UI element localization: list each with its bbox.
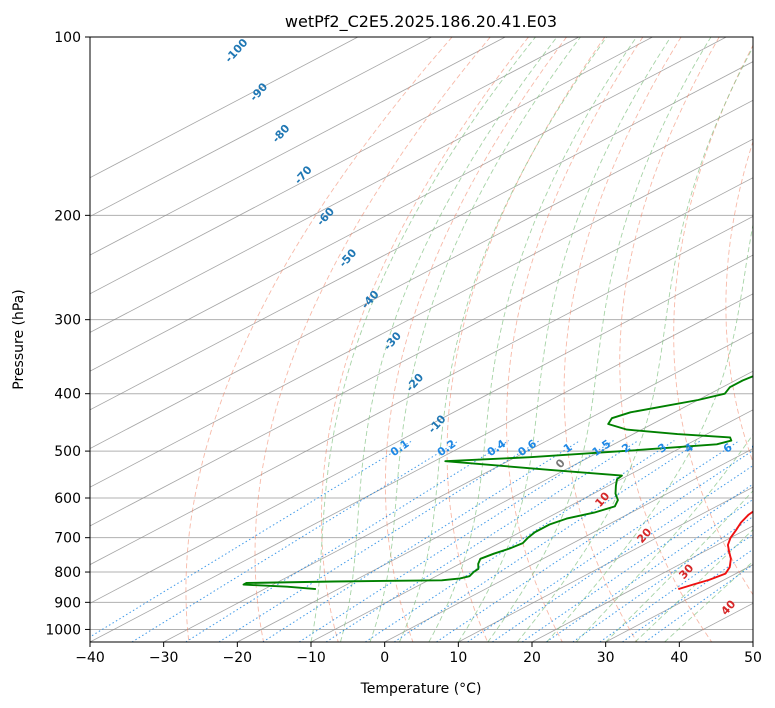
dry-adiabat-line (725, 140, 753, 464)
isotherm-line (237, 370, 753, 642)
pressure-gridlines (90, 37, 753, 630)
moist-adiabat-line (340, 37, 558, 642)
isotherm-line (531, 525, 753, 642)
dry-adiabat-line (185, 37, 453, 642)
moist-adiabat-line (546, 222, 753, 642)
isotherm-line (90, 37, 580, 295)
mixing-ratio-line (325, 440, 639, 642)
isotherm-line (90, 215, 753, 566)
x-tick-label: 40 (670, 650, 688, 666)
dry-adiabat-line (384, 37, 567, 642)
isotherm-line (384, 448, 753, 642)
y-tick-label: 400 (54, 387, 81, 403)
mixing-ratio-line (546, 498, 753, 642)
x-tick-label: −30 (149, 650, 179, 666)
y-axis-ticks: 100 200 300 400 500 600 700 800 900 1000 (45, 30, 90, 638)
mixing-ratio-line (262, 440, 581, 642)
isotherm-line (90, 37, 653, 333)
x-tick-label: 50 (744, 650, 762, 666)
x-tick-label: 0 (380, 650, 389, 666)
moist-adiabat-line (457, 37, 672, 642)
mixing-ratio-label: 8 (749, 441, 763, 456)
isotherm-line (90, 61, 753, 411)
y-tick-label: 500 (54, 444, 81, 460)
isotherm-line (90, 37, 506, 256)
dry-adiabat-line (506, 37, 644, 642)
mixing-ratio-line (90, 440, 413, 638)
dry-adiabat-line (619, 37, 720, 642)
mixing-ratio-line (393, 440, 702, 642)
y-axis-label: Pressure (hPa) (11, 289, 27, 389)
y-tick-label: 200 (54, 208, 81, 224)
dry-adiabat-line (563, 37, 682, 642)
x-axis-ticks: −40 −30 −20 −10 0 10 20 30 40 50 (75, 642, 762, 666)
mixing-ratio-line (218, 440, 540, 642)
temperature-profile-line (678, 510, 753, 591)
dewpoint-profile-line (242, 375, 753, 591)
dry-adiabat-line (321, 37, 529, 642)
mixing-ratio-line (436, 440, 740, 642)
isotherm-line (90, 99, 753, 449)
moist-adiabat-line (310, 37, 536, 642)
x-tick-label: 30 (597, 650, 615, 666)
moist-adiabat-line (575, 433, 753, 642)
moist-adiabat-line (369, 37, 581, 642)
isotherm-line (90, 254, 753, 604)
isotherm-line (90, 138, 753, 488)
x-tick-label: 20 (523, 650, 541, 666)
isotherm-lines (90, 37, 753, 642)
moist-adiabat-line (516, 46, 753, 642)
x-axis-label: Temperature (°C) (360, 681, 482, 697)
moist-adiabat-line (605, 490, 753, 642)
isotherm-line (90, 37, 359, 179)
isotherm-line (163, 332, 753, 642)
dry-adiabat-lines (185, 37, 753, 642)
x-tick-label: 10 (449, 650, 467, 666)
y-tick-label: 100 (54, 30, 81, 46)
moist-adiabat-lines (310, 37, 753, 642)
plot-frame (89, 36, 754, 643)
isotherm-line (90, 177, 753, 527)
isotherm-line (90, 37, 727, 372)
mixing-ratio-line (365, 440, 675, 642)
y-tick-label: 300 (54, 313, 81, 329)
sounding-profiles (242, 375, 753, 591)
moist-adiabat-line (487, 37, 712, 642)
mixing-ratio-line (644, 564, 753, 642)
y-tick-label: 900 (54, 595, 81, 611)
isotherm-line (90, 293, 753, 642)
y-tick-label: 800 (54, 565, 81, 581)
mixing-ratio-line (572, 515, 753, 642)
isotherm-line (458, 486, 753, 642)
y-tick-label: 700 (54, 531, 81, 547)
x-tick-label: −40 (75, 650, 105, 666)
isotherm-line (310, 409, 753, 642)
y-tick-label: 1000 (45, 622, 81, 638)
mixing-ratio-lines (90, 440, 753, 642)
moist-adiabat-line (428, 37, 637, 642)
mixing-ratio-line (185, 440, 510, 642)
x-tick-label: −10 (296, 650, 326, 666)
mixing-ratio-line (467, 449, 753, 642)
x-tick-label: −20 (223, 650, 253, 666)
moist-adiabat-line (398, 37, 608, 642)
y-tick-label: 600 (54, 491, 81, 507)
chart-title: wetPf2_C2E5.2025.186.20.41.E03 (285, 12, 557, 32)
dry-adiabat-line (446, 37, 606, 642)
isotherm-line (90, 37, 432, 217)
